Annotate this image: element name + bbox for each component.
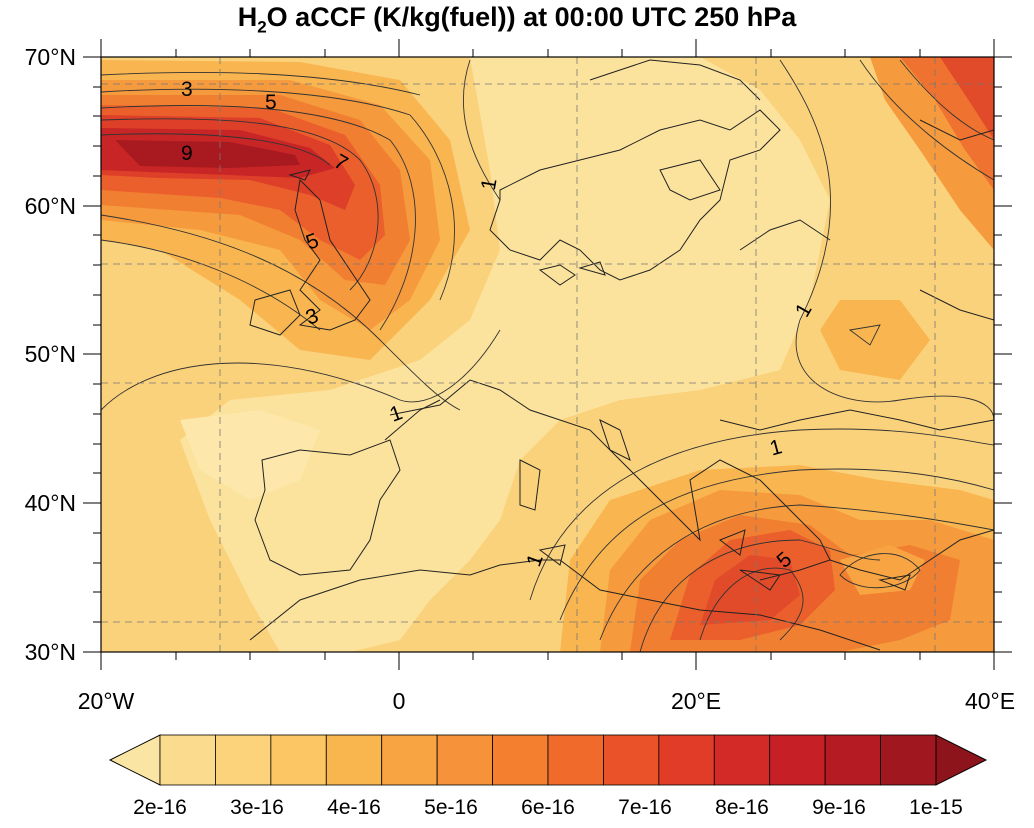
colorbar-label: 9e-16 (812, 796, 866, 819)
colorbar-label: 2e-16 (133, 796, 187, 819)
colorbar-swatch (547, 734, 604, 786)
colorbar-swatch (880, 734, 937, 786)
lon-label-0: 0 (392, 688, 406, 714)
colorbar-label: 1e-15 (909, 796, 963, 819)
colorbar-swatch (713, 734, 771, 786)
contour-label-1: 1 (477, 176, 502, 192)
contour-label-1: 1 (767, 435, 784, 460)
colorbar-label: 3e-16 (230, 796, 284, 819)
colorbar-swatch (824, 734, 881, 786)
colorbar-swatch (215, 734, 272, 786)
colorbar-swatch (270, 734, 327, 786)
contour-label-3: 3 (181, 78, 193, 101)
colorbar-swatch (658, 734, 715, 786)
colorbar-label: 5e-16 (424, 796, 478, 819)
contour-label-5: 5 (265, 91, 277, 114)
colorbar-swatch (159, 734, 216, 786)
colorbar-swatch (436, 734, 493, 786)
lon-label-20w: 20°W (77, 688, 135, 714)
colorbar-swatch (381, 734, 438, 786)
colorbar-label: 6e-16 (521, 796, 575, 819)
axis-ticks (83, 39, 1012, 670)
lat-label-30n: 30°N (24, 639, 76, 665)
lon-label-40e: 40°E (964, 688, 1016, 714)
contour-lines (101, 59, 994, 652)
colorbar-swatch (603, 734, 660, 786)
coastlines (249, 59, 994, 651)
map-title: H2O aCCF (K/kg(fuel)) at 00:00 UTC 250 h… (237, 2, 797, 37)
lat-label-50n: 50°N (24, 341, 76, 367)
contour-label-9: 9 (181, 142, 193, 165)
filled-contours (101, 57, 994, 652)
colorbar-label: 4e-16 (327, 796, 381, 819)
colorbar-label: 7e-16 (618, 796, 672, 819)
colorbar-swatch (492, 734, 549, 786)
lat-label-70n: 70°N (24, 44, 76, 70)
colorbar-swatch (325, 734, 383, 786)
colorbar-under-arrow (108, 734, 161, 786)
grid-lines (101, 57, 994, 652)
lat-label-40n: 40°N (24, 490, 76, 516)
lon-label-20e: 20°E (670, 688, 722, 714)
lat-label-60n: 60°N (24, 193, 76, 219)
colorbar-over-arrow (935, 734, 988, 786)
colorbar-swatch (769, 734, 826, 786)
colorbar-label: 8e-16 (715, 796, 769, 819)
colorbar (108, 734, 988, 786)
